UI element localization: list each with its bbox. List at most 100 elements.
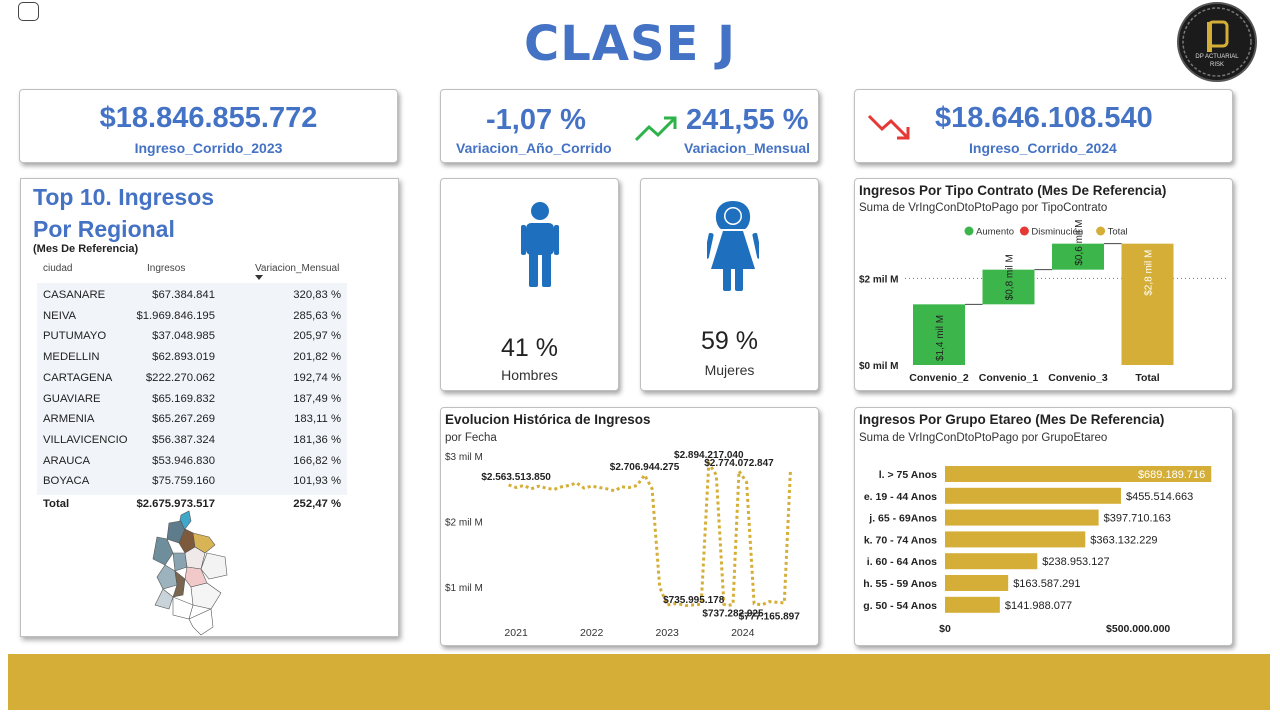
waterfall-chart[interactable]: Aumento Disminución Total $0 mil M $2 mil M $… [855,219,1232,390]
company-logo: DP ACTUARIAL RISK [1177,2,1257,82]
select-checkbox[interactable] [18,2,39,21]
cell-ciudad: CARTAGENA [43,371,113,384]
top10-title-line2: Por Regional [33,216,175,242]
table-body-bg [37,283,347,495]
data-label: $2.774.072.847 [704,458,774,469]
line-chart[interactable]: $1 mil M $2 mil M $3 mil M 2021 2022 2023 2024… [441,448,818,645]
chart-title: Evolucion Histórica de Ingresos [445,412,651,427]
data-label: $238.953.127 [1042,556,1109,568]
y-tick-label: l. > 75 Anos [879,469,937,481]
series-line [508,458,792,608]
kpi-value-variacion-anio: -1,07 % [486,104,586,136]
x-tick-label: 2021 [504,627,528,639]
cell-ciudad: MEDELLIN [43,351,100,364]
cell-ingresos: $62.893.019 [152,351,215,364]
bar [1052,243,1104,270]
table-row[interactable]: BOYACA $75.759.160 101,93 % [37,472,347,493]
y-tick-label: $2 mil M [859,274,898,285]
cell-ingresos: $65.169.832 [152,392,215,405]
table-row[interactable]: MEDELLIN $62.893.019 201,82 % [37,348,347,369]
hombres-pct: 41 % [501,334,558,362]
cell-ciudad: BOYACA [43,475,90,488]
cell-ciudad: ARMENIA [43,413,95,426]
y-tick-label: h. 55 - 59 Anos [863,578,937,590]
cell-ingresos: $1.969.846.195 [136,309,215,322]
chart-evolucion: Evolucion Histórica de Ingresos por Fech… [440,407,819,646]
data-label: $0,6 mil M [1074,220,1085,266]
table-row[interactable]: NEIVA $1.969.846.195 285,63 % [37,307,347,328]
bar [945,509,1099,526]
kpi-label-variacion-mensual: Variacion_Mensual [684,140,811,156]
table-row[interactable]: ARAUCA $53.946.830 166,82 % [37,452,347,473]
data-label: $2.706.944.275 [610,462,680,473]
table-row[interactable]: CASANARE $67.384.841 320,83 % [37,286,347,307]
total-ingresos: $2.675.973.517 [136,498,215,510]
x-tick-label: Convenio_1 [979,372,1039,384]
legend-entry: Total [1108,227,1128,238]
x-tick-label: Total [1135,372,1159,384]
colombia-map[interactable] [129,509,239,637]
y-tick-label: j. 65 - 69Anos [868,513,937,525]
legend-entry: Aumento [976,227,1014,238]
y-tick-label: $3 mil M [445,452,483,463]
cell-variacion: 181,36 % [293,433,341,446]
sort-desc-icon[interactable] [255,275,263,281]
x-tick-label: $500.000.000 [1106,623,1170,635]
legend-marker [1096,226,1106,236]
data-label: $2,8 mil M [1144,250,1155,296]
chart-grupo-etareo: Ingresos Por Grupo Etareo (Mes De Refere… [854,407,1233,646]
bar [1121,243,1174,365]
cell-ingresos: $65.267.269 [152,413,215,426]
cell-ingresos: $67.384.841 [152,289,215,301]
cell-ciudad: PUTUMAYO [43,330,107,343]
chart-subtitle: Suma de VrIngConDtoPtoPago por GrupoEtar… [859,432,1108,444]
data-label: $397.710.163 [1104,513,1171,525]
legend-marker [964,226,974,236]
header-ingresos[interactable]: Ingresos [147,263,186,274]
total-label: Total [43,498,70,510]
y-tick-label: $2 mil M [445,518,483,529]
cell-variacion: 166,82 % [293,454,341,467]
table-row[interactable]: CARTAGENA $222.270.062 192,74 % [37,369,347,390]
y-tick-label: k. 70 - 74 Anos [864,534,937,546]
top10-title: Top 10. Ingresos Por Regional [33,181,214,245]
chart-title: Ingresos Por Grupo Etareo (Mes De Refere… [859,412,1165,427]
x-tick-label: 2022 [580,627,604,639]
cell-ingresos: $37.048.985 [152,330,215,343]
logo-text-bottom: RISK [1210,62,1224,68]
cell-ciudad: VILLAVICENCIO [43,433,128,446]
data-label: $777.165.897 [739,612,801,623]
cell-ingresos: $53.946.830 [152,454,215,467]
cell-variacion: 320,83 % [293,289,341,301]
man-icon [521,202,559,287]
data-label: $363.132.229 [1090,534,1157,546]
cell-ciudad: CASANARE [43,289,106,301]
cell-variacion: 201,82 % [293,351,341,364]
footer-band [8,654,1270,710]
bar [945,531,1086,548]
woman-icon [707,201,759,291]
kpi-label-variacion-anio: Variacion_Año_Corrido [456,140,612,156]
table-row[interactable]: PUTUMAYO $37.048.985 205,97 % [37,327,347,348]
header-variacion-mensual[interactable]: Variacion_Mensual [255,263,340,274]
kpi-label: Ingreso_Corrido_2023 [134,140,283,156]
data-label: $163.587.291 [1013,578,1080,590]
mujeres-pct: 59 % [701,327,758,355]
card-hombres: 41 % Hombres [440,178,619,391]
data-label: $1,4 mil M [935,315,946,361]
data-label: $0,8 mil M [1005,254,1016,300]
cell-ingresos: $75.759.160 [152,475,215,488]
trend-up-icon [634,116,677,142]
bar [945,575,1009,591]
table-row[interactable]: VILLAVICENCIO $56.387.324 181,36 % [37,431,347,452]
header-ciudad[interactable]: ciudad [43,263,73,274]
top10-title-line1: Top 10. Ingresos [33,184,215,210]
card-mujeres: 59 % Mujeres [640,178,819,391]
table-row[interactable]: ARMENIA $65.267.269 183,11 % [37,410,347,431]
trend-down-icon [867,114,910,140]
logo-icon: DP ACTUARIAL RISK [1182,7,1252,77]
table-row[interactable]: GUAVIARE $65.169.832 187,49 % [37,390,347,411]
hbar-chart[interactable]: l. > 75 Anos $689.189.716 e. 19 - 44 Anos $… [855,448,1232,645]
cell-variacion: 187,49 % [293,392,341,405]
y-tick-label: e. 19 - 44 Anos [864,491,937,503]
